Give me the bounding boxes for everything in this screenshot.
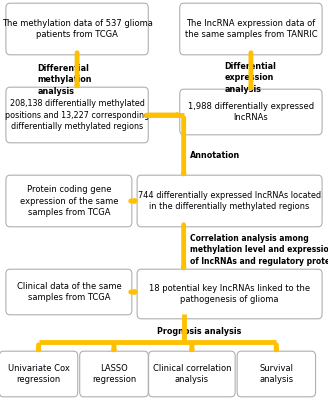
FancyBboxPatch shape bbox=[6, 87, 148, 143]
FancyBboxPatch shape bbox=[0, 351, 78, 397]
Text: LASSO
regression: LASSO regression bbox=[92, 364, 136, 384]
Text: Correlation analysis among
methylation level and expression
of lncRNAs and regul: Correlation analysis among methylation l… bbox=[190, 234, 328, 266]
FancyBboxPatch shape bbox=[137, 175, 322, 227]
FancyBboxPatch shape bbox=[180, 3, 322, 55]
Text: 1,988 differentially expressed
lncRNAs: 1,988 differentially expressed lncRNAs bbox=[188, 102, 314, 122]
Text: Survival
analysis: Survival analysis bbox=[259, 364, 294, 384]
Text: 744 differentially expressed lncRNAs located
in the differentially methylated re: 744 differentially expressed lncRNAs loc… bbox=[138, 191, 321, 211]
FancyBboxPatch shape bbox=[80, 351, 148, 397]
FancyBboxPatch shape bbox=[237, 351, 316, 397]
Text: Annotation: Annotation bbox=[190, 152, 240, 160]
Text: 208,138 differentially methylated
positions and 13,227 corresponding
differentia: 208,138 differentially methylated positi… bbox=[5, 99, 149, 130]
Text: 18 potential key lncRNAs linked to the
pathogenesis of glioma: 18 potential key lncRNAs linked to the p… bbox=[149, 284, 310, 304]
FancyBboxPatch shape bbox=[180, 89, 322, 135]
FancyBboxPatch shape bbox=[137, 269, 322, 319]
Text: Clinical data of the same
samples from TCGA: Clinical data of the same samples from T… bbox=[16, 282, 121, 302]
FancyBboxPatch shape bbox=[6, 3, 148, 55]
Text: Protein coding gene
expression of the same
samples from TCGA: Protein coding gene expression of the sa… bbox=[20, 186, 118, 217]
Text: The lncRNA expression data of
the same samples from TANRIC: The lncRNA expression data of the same s… bbox=[185, 19, 317, 39]
FancyBboxPatch shape bbox=[6, 269, 132, 315]
Text: Differential
expression
analysis: Differential expression analysis bbox=[225, 62, 277, 94]
Text: Clinical correlation
analysis: Clinical correlation analysis bbox=[153, 364, 231, 384]
FancyBboxPatch shape bbox=[6, 175, 132, 227]
Text: Prognosis analysis: Prognosis analysis bbox=[157, 327, 242, 336]
Text: Differential
methylation
analysis: Differential methylation analysis bbox=[38, 64, 92, 96]
Text: Univariate Cox
regression: Univariate Cox regression bbox=[8, 364, 70, 384]
FancyBboxPatch shape bbox=[149, 351, 235, 397]
Text: The methylation data of 537 glioma
patients from TCGA: The methylation data of 537 glioma patie… bbox=[2, 19, 153, 39]
